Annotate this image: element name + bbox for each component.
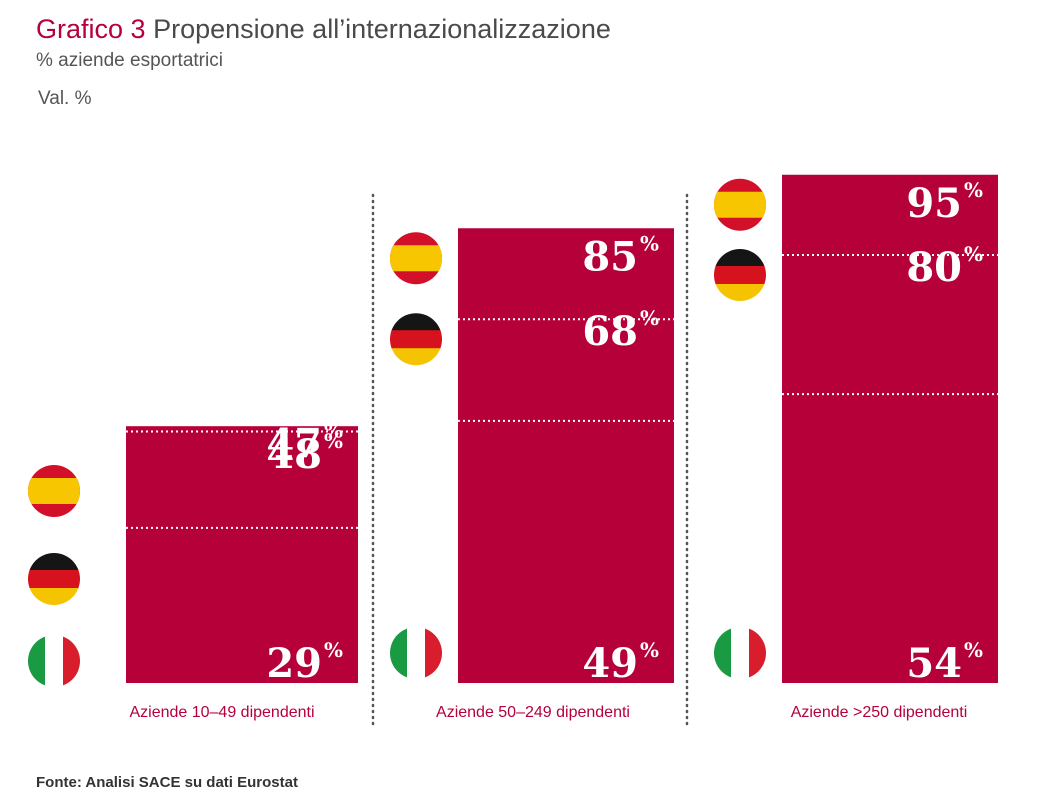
data-label: 85 — [582, 233, 638, 280]
spain-flag-icon — [28, 465, 80, 517]
data-label-unit: % — [640, 306, 659, 330]
germany-flag-icon — [28, 553, 80, 605]
data-label: 80 — [906, 244, 962, 291]
data-label: 68 — [582, 308, 638, 355]
spain-flag-icon — [714, 178, 766, 231]
data-label-unit: % — [640, 638, 659, 662]
category-label: Aziende 50–249 dipendenti — [436, 704, 630, 721]
data-label-unit: % — [324, 638, 343, 662]
spain-flag-icon — [390, 232, 442, 285]
category-label: Aziende 10–49 dipendenti — [129, 704, 315, 721]
chart-subtitle: % aziende esportatrici — [36, 50, 223, 71]
italy-flag-icon — [390, 627, 442, 679]
chart-unit: Val. % — [38, 88, 92, 109]
data-label-unit: % — [964, 242, 983, 266]
italy-flag-icon — [714, 627, 766, 679]
data-label-unit: % — [640, 231, 659, 255]
data-label: 48 — [266, 431, 322, 478]
data-label: 29 — [266, 640, 322, 687]
germany-flag-icon — [390, 313, 442, 366]
bar — [782, 174, 998, 683]
data-label: 47 — [266, 421, 322, 468]
category-label: Aziende >250 dipendenti — [790, 704, 968, 721]
data-label: 49 — [582, 640, 638, 687]
bar — [458, 228, 674, 683]
chart-title: Grafico 3 Propensione all’internazionali… — [36, 14, 611, 45]
germany-flag-icon — [714, 249, 766, 301]
data-label-unit: % — [324, 429, 343, 453]
chart-title-text: Propensione all’internazionalizzazione — [153, 14, 611, 44]
data-label-unit: % — [964, 638, 983, 662]
bar — [126, 426, 358, 683]
data-label-unit: % — [964, 178, 983, 202]
data-label: 95 — [906, 180, 962, 227]
italy-flag-icon — [28, 635, 80, 687]
data-label: 54 — [906, 640, 962, 687]
data-label-unit: % — [324, 419, 343, 443]
chart-title-prefix: Grafico 3 — [36, 14, 146, 44]
source-note: Fonte: Analisi SACE su dati Eurostat — [36, 774, 298, 791]
